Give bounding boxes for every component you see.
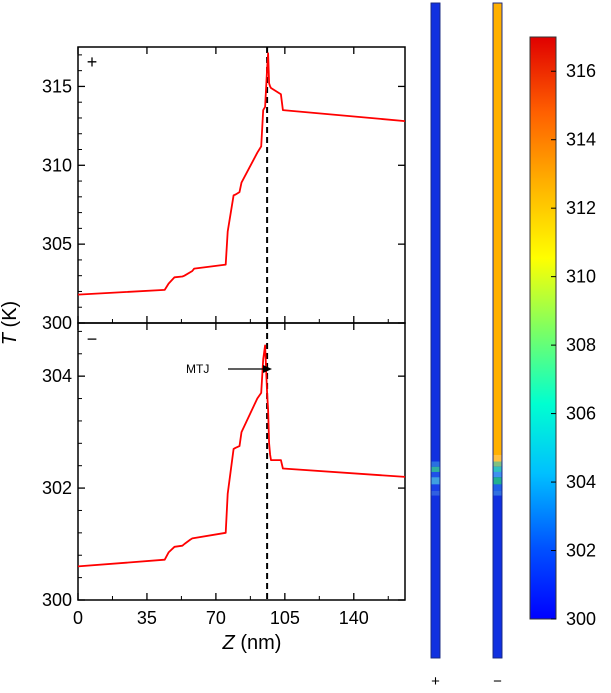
colorbar-tick-label: 302	[566, 541, 596, 561]
y-axis-label: T (K)	[0, 301, 21, 345]
bottom-panel-y-tick-label: 300	[42, 590, 72, 610]
strip-1-label: +	[431, 673, 440, 690]
bottom-panel-frame	[77, 322, 406, 601]
mtj-arrow	[228, 365, 272, 373]
strip-1-outline	[430, 2, 441, 659]
strip-1-band	[431, 461, 440, 467]
bottom-panel-x-tick-label: 0	[73, 608, 83, 628]
bottom-panel-y-tick-label: 304	[42, 366, 72, 386]
x-axis-label-unit: (nm)	[235, 632, 282, 654]
top-panel-y-tick-label: 305	[42, 234, 72, 254]
top-panel-y-tick-label: 300	[42, 313, 72, 333]
strip-2-band	[493, 461, 502, 467]
colorbar-tick-label: 304	[566, 472, 596, 492]
colorbar-tick-label: 314	[566, 130, 596, 150]
bottom-panel-x-tick-label: 105	[270, 608, 300, 628]
y-axis-label-unit: (K)	[0, 301, 21, 333]
colorbar-tick-label: 312	[566, 198, 596, 218]
strip-2-label: −	[493, 673, 502, 690]
bottom-panel-y-tick-label: 302	[42, 478, 72, 498]
strip-1-band	[431, 490, 440, 496]
top-panel: 300 305 310 315	[42, 47, 406, 333]
colorbar-tick-label: 316	[566, 61, 596, 81]
x-axis-label-italic: Z	[222, 632, 236, 654]
bottom-panel-temperature-line	[77, 344, 406, 568]
bottom-panel: 0 35 70 105 140 300 302 304	[42, 323, 406, 628]
strip-2-band	[493, 490, 502, 496]
strip-1-band	[431, 466, 440, 472]
bottom-panel-symbol: −	[87, 329, 98, 349]
colorbar-tick-label: 308	[566, 335, 596, 355]
colorbar-ticks: 300 302 304 306 308 310 312 314 316	[551, 61, 596, 629]
strip-1-band	[431, 477, 440, 485]
colorbar-tick-label: 310	[566, 267, 596, 287]
colorbar	[529, 36, 557, 620]
bottom-panel-x-tick-label: 35	[137, 608, 157, 628]
colorbar-tick-label: 306	[566, 404, 596, 424]
strip-2-band	[493, 484, 502, 491]
colorbar-tick-label: 300	[566, 609, 596, 629]
strip-2-band	[493, 471, 502, 478]
strip-1-band	[431, 471, 440, 478]
strip-2-outline	[492, 2, 503, 659]
top-panel-y-tick-label: 310	[42, 155, 72, 175]
x-axis-label: Z (nm)	[222, 632, 282, 654]
strip-1-body	[430, 2, 441, 659]
top-panel-temperature-line	[77, 52, 406, 296]
bottom-panel-x-tick-label: 70	[206, 608, 226, 628]
strip-1-band	[431, 484, 440, 491]
y-axis-label-italic: T	[0, 331, 21, 345]
top-panel-y-tick-label: 315	[42, 76, 72, 96]
strip-2-band	[493, 466, 502, 472]
temperature-strips: + −	[430, 2, 503, 690]
strip-2-band	[493, 454, 502, 462]
bottom-panel-x-tick-label: 140	[339, 608, 369, 628]
strip-2-top-region	[493, 3, 502, 456]
top-panel-symbol: +	[87, 52, 98, 72]
strip-2-band	[493, 477, 502, 485]
mtj-annotation: MTJ	[186, 362, 209, 376]
